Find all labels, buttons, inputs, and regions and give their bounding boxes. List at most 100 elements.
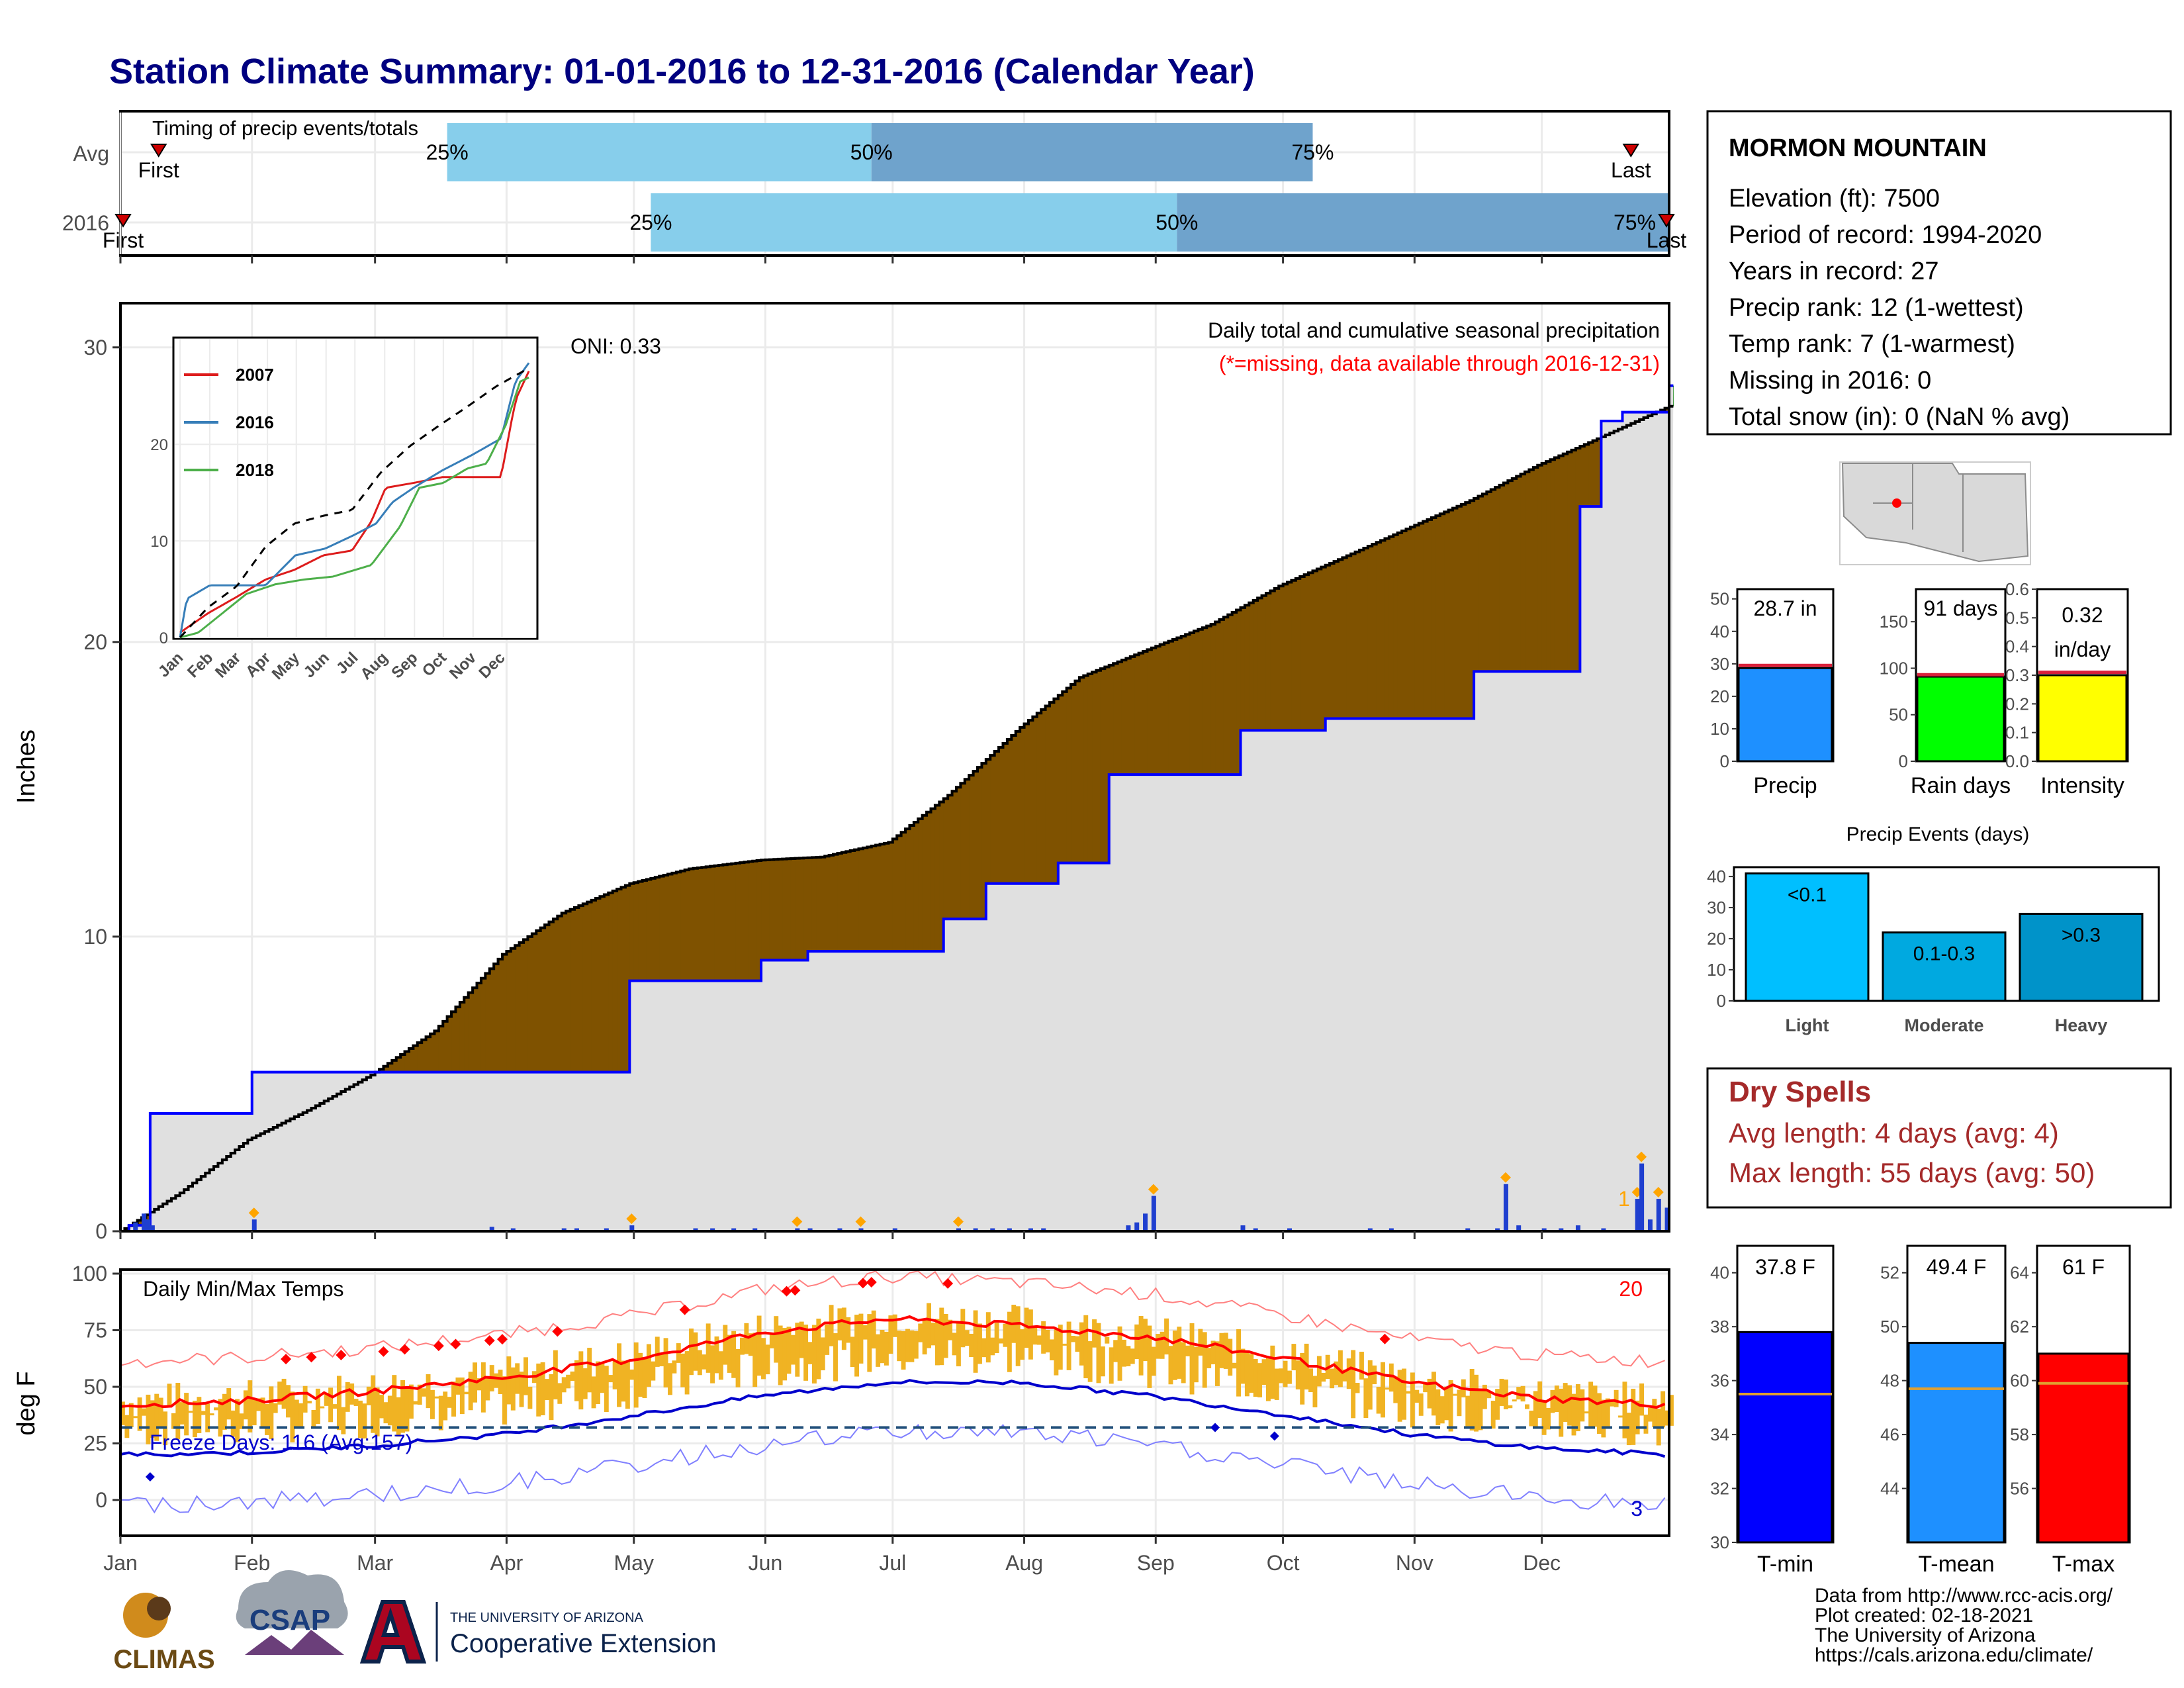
- daily-temp-bar: [578, 1351, 584, 1410]
- deficit-area: [578, 906, 584, 1072]
- precip-events-category: Heavy: [2055, 1015, 2108, 1035]
- deficit-area: [574, 907, 579, 1072]
- deficit-area: [1355, 551, 1360, 719]
- daily-temp-bar: [485, 1376, 490, 1401]
- mini-bar-tick-label: 10: [1710, 719, 1729, 739]
- daily-temp-bar: [188, 1411, 193, 1413]
- deficit-area: [1202, 628, 1207, 775]
- deficit-area: [1508, 481, 1513, 672]
- daily-temp-bar: [133, 1416, 138, 1419]
- daily-temp-bar: [353, 1399, 359, 1406]
- daily-temp-bar: [1601, 1399, 1606, 1438]
- deficit-area: [600, 896, 605, 1072]
- deficit-area: [697, 867, 702, 981]
- daily-temp-bar: [366, 1386, 371, 1405]
- deficit-area: [1058, 695, 1063, 863]
- deficit-area: [1334, 561, 1339, 719]
- timing-bar-q1: [447, 123, 872, 181]
- month-tick-label: Dec: [1523, 1551, 1561, 1575]
- daily-precip-bar: [1503, 1184, 1508, 1231]
- daily-temp-bar: [464, 1391, 469, 1395]
- deficit-area: [1580, 446, 1585, 507]
- temp-bar-tick-label: 50: [1880, 1317, 1899, 1336]
- deficit-area: [655, 877, 660, 981]
- daily-temp-bar: [459, 1377, 465, 1415]
- daily-temp-bar: [1050, 1339, 1054, 1360]
- daily-temp-bar: [1265, 1357, 1271, 1401]
- deficit-area: [1020, 727, 1025, 884]
- temp-bar-label: T-min: [1757, 1552, 1813, 1577]
- daily-temp-bar: [1143, 1319, 1148, 1362]
- daily-temp-bar: [608, 1375, 614, 1383]
- daily-temp-bar: [307, 1401, 312, 1404]
- daily-temp-bar: [1550, 1389, 1555, 1413]
- average-cumulative-line: [120, 404, 1674, 1233]
- daily-temp-bar: [553, 1350, 558, 1399]
- freeze-days-label: Freeze Days: 116 (Avg:157): [150, 1430, 412, 1454]
- deficit-area: [629, 883, 635, 981]
- daily-temp-bar: [251, 1398, 257, 1426]
- deficit-area: [1495, 487, 1500, 672]
- station-details: Elevation (ft): 7500 Period of record: 19…: [1729, 185, 2070, 431]
- daily-precip-bar: [1151, 1196, 1156, 1231]
- daily-temp-bar: [392, 1375, 397, 1432]
- avg-tmax-line: [120, 1315, 1666, 1409]
- daily-temp-bar: [1372, 1365, 1377, 1385]
- daily-temp-bar: [468, 1372, 473, 1411]
- station-name: MORMON MOUNTAIN: [1729, 134, 1987, 162]
- daily-precip-bar: [1516, 1225, 1522, 1231]
- inset-series-2018: [179, 377, 529, 639]
- daily-temp-bar: [1240, 1348, 1246, 1384]
- deficit-area: [400, 1054, 406, 1072]
- deficit-area: [413, 1045, 418, 1072]
- deficit-area: [1499, 485, 1504, 672]
- timing-row-2016-label: 2016: [62, 211, 109, 235]
- daily-temp-bar: [1669, 1395, 1674, 1426]
- deficit-area: [426, 1037, 431, 1072]
- daily-temp-bar: [1410, 1372, 1415, 1428]
- daily-temp-bar: [1363, 1378, 1369, 1419]
- credit-line-2: Plot created: 02-18-2021: [1815, 1605, 2033, 1626]
- daily-precip-bar: [752, 1228, 758, 1231]
- mini-bar-tick-label: 100: [1880, 658, 1908, 678]
- record-precip-marker: [1653, 1187, 1664, 1198]
- daily-temp-bar: [1486, 1390, 1492, 1399]
- csap-logo-text: CSAP: [250, 1604, 330, 1636]
- station-info-frame: [1706, 110, 2172, 436]
- daily-temp-bar: [336, 1376, 341, 1430]
- daily-temp-bar: [324, 1392, 329, 1406]
- daily-precip-bar: [990, 1228, 995, 1231]
- precip-events-tick-label: 20: [1707, 929, 1726, 949]
- daily-temp-bar: [1427, 1378, 1432, 1409]
- daily-precip-bar: [1575, 1225, 1580, 1231]
- daily-temp-bar: [612, 1360, 617, 1389]
- daily-temp-bar: [1393, 1376, 1398, 1403]
- daily-temp-bar: [825, 1324, 830, 1355]
- daily-temp-bar: [803, 1325, 809, 1381]
- precip-events-tick-label: 30: [1707, 898, 1726, 917]
- mini-bar-value-label: 91 days: [1923, 596, 1997, 620]
- mini-bar-value: [2037, 674, 2128, 763]
- daily-temp-bar: [774, 1316, 779, 1363]
- precip-events-bar-label: >0.3: [2062, 924, 2101, 946]
- daily-temp-bar: [740, 1337, 745, 1355]
- daily-temp-bar: [341, 1407, 346, 1434]
- daily-temp-bar: [1164, 1318, 1169, 1355]
- daily-temp-bar: [981, 1338, 987, 1358]
- deficit-area: [621, 887, 626, 1072]
- daily-temp-bar: [506, 1356, 512, 1405]
- daily-temp-bar: [1478, 1389, 1483, 1430]
- daily-temp-bar: [1193, 1346, 1199, 1383]
- daily-temp-bar: [596, 1361, 600, 1405]
- deficit-area: [646, 879, 651, 981]
- deficit-area: [617, 889, 622, 1072]
- daily-temp-bar: [697, 1350, 702, 1376]
- deficit-area: [1003, 743, 1008, 884]
- temp-bar-value: [1907, 1342, 2005, 1544]
- deficit-area: [1028, 720, 1033, 884]
- daily-temp-bar: [1308, 1368, 1313, 1393]
- inset-legend-label: 2016: [236, 412, 274, 432]
- daily-temp-bar: [964, 1330, 970, 1346]
- deficit-area: [1351, 553, 1356, 719]
